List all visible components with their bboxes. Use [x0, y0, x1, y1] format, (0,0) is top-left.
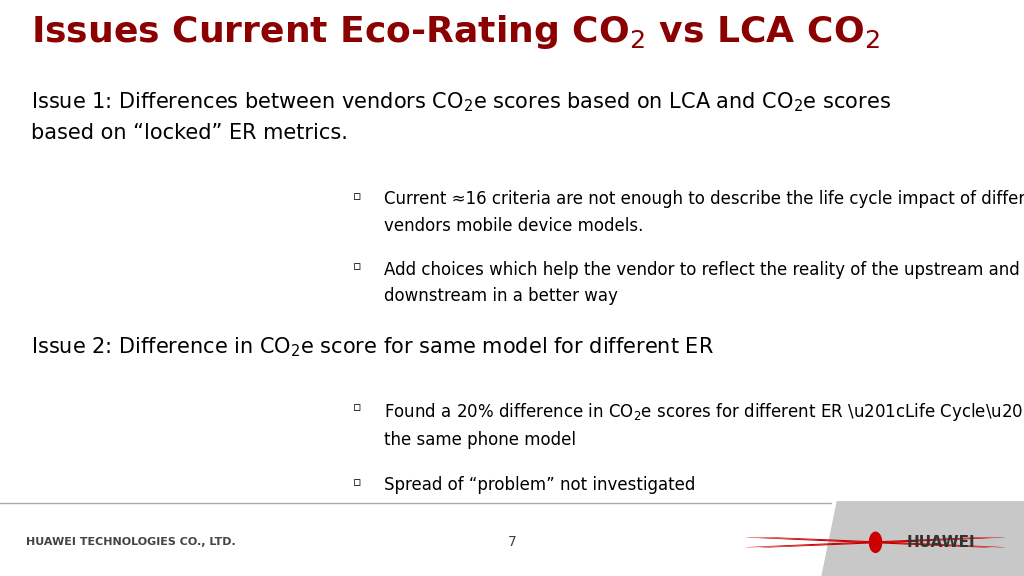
Text: Spread of “problem” not investigated: Spread of “problem” not investigated	[384, 476, 695, 494]
Text: Add choices which help the vendor to reflect the reality of the upstream and
dow: Add choices which help the vendor to ref…	[384, 260, 1020, 305]
Ellipse shape	[744, 537, 992, 547]
Text: HUAWEI: HUAWEI	[906, 535, 975, 550]
Ellipse shape	[759, 537, 1007, 548]
Text: ▫: ▫	[353, 191, 361, 203]
Text: Found a 20% difference in CO$_2$e scores for different ER \u201cLife Cycle\u201d: Found a 20% difference in CO$_2$e scores…	[384, 401, 1024, 449]
Text: 7: 7	[508, 535, 516, 550]
Text: Issue 1: Differences between vendors CO$_2$e scores based on LCA and CO$_2$e sco: Issue 1: Differences between vendors CO$…	[31, 90, 891, 143]
Text: Issues Current Eco-Rating CO$_2$ vs LCA CO$_2$: Issues Current Eco-Rating CO$_2$ vs LCA …	[31, 13, 880, 51]
Text: ▫: ▫	[353, 260, 361, 274]
Text: Issue 2: Difference in CO$_2$e score for same model for different ER: Issue 2: Difference in CO$_2$e score for…	[31, 336, 714, 359]
Ellipse shape	[868, 532, 882, 553]
Text: HUAWEI TECHNOLOGIES CO., LTD.: HUAWEI TECHNOLOGIES CO., LTD.	[26, 537, 236, 547]
Ellipse shape	[744, 537, 992, 548]
Text: ▫: ▫	[353, 401, 361, 414]
Ellipse shape	[868, 532, 882, 552]
Ellipse shape	[759, 537, 1007, 547]
Polygon shape	[819, 501, 1024, 576]
Text: ▫: ▫	[353, 476, 361, 489]
Text: Current ≈16 criteria are not enough to describe the life cycle impact of differe: Current ≈16 criteria are not enough to d…	[384, 191, 1024, 235]
